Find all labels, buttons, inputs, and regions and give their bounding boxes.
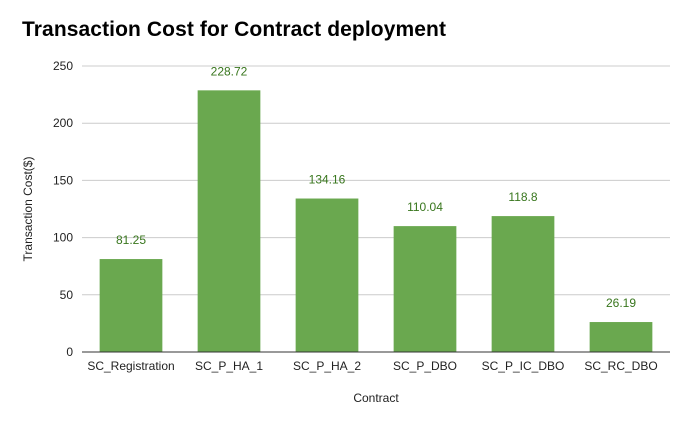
data-label: 81.25 [116,233,146,247]
bar-sc-p-ha-2 [295,198,359,352]
data-label: 110.04 [407,200,443,214]
x-tick-label: SC_P_IC_DBO [482,359,565,373]
chart-title: Transaction Cost for Contract deployment [22,18,447,41]
data-label: 118.8 [508,190,537,204]
y-tick-label: 150 [53,173,73,187]
bar-sc-p-ic-dbo [491,216,555,352]
data-labels: 81.25 228.72 134.16 110.04 118.8 26.19 [116,64,636,310]
x-tick-label: SC_P_HA_1 [195,359,263,373]
y-axis-ticks: 0 50 100 150 200 250 [53,59,73,359]
y-tick-label: 200 [53,116,73,130]
x-tick-label: SC_P_HA_2 [293,359,361,373]
bar-sc-rc-dbo [589,322,653,352]
y-axis-title: Transaction Cost($) [21,157,35,262]
x-tick-label: SC_P_DBO [393,359,457,373]
gridlines [82,65,670,296]
x-tick-label: SC_RC_DBO [584,359,657,373]
bar-sc-p-ha-1 [197,90,261,352]
x-tick-label: SC_Registration [87,359,174,373]
data-label: 228.72 [211,64,248,78]
y-tick-label: 250 [53,59,73,73]
bars [99,90,653,352]
data-label: 26.19 [606,296,636,310]
x-axis-ticks: SC_Registration SC_P_HA_1 SC_P_HA_2 SC_P_DB… [87,359,657,373]
bar-sc-p-dbo [393,226,457,352]
y-tick-label: 0 [66,345,73,359]
x-axis-title: Contract [353,391,399,405]
data-label: 134.16 [309,173,346,187]
y-tick-label: 50 [60,288,74,302]
bar-sc-registration [99,259,163,352]
y-tick-label: 100 [53,231,73,245]
